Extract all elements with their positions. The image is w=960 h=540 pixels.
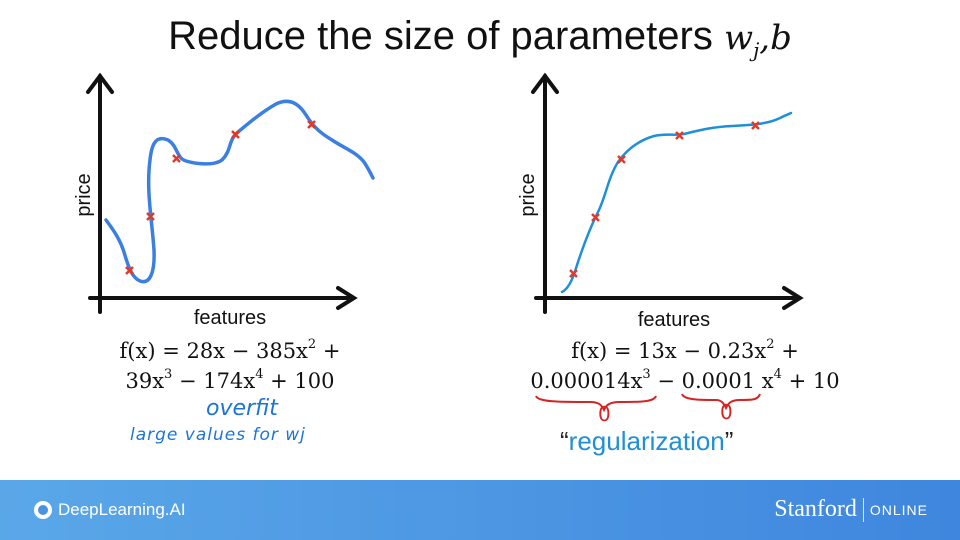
- data-point-marker: [617, 155, 626, 164]
- data-point-marker: [675, 131, 684, 140]
- overfit-note: overfit: [206, 396, 278, 421]
- right-formula-line1: f(x) = 13x − 0.23x2 +: [571, 337, 799, 363]
- left-overfit-curve: [104, 99, 375, 284]
- title-vars: wj,b: [723, 18, 792, 62]
- data-point-marker: [125, 266, 134, 275]
- left-xlabel: features: [194, 307, 266, 329]
- online-text: ONLINE: [869, 501, 928, 518]
- plots-canvas: price features price features: [73, 72, 804, 413]
- right-regularized-curve: [560, 111, 793, 294]
- right-formula-line2: 0.000014x3 − 0.0001 x4 + 10: [530, 367, 840, 393]
- brand-divider: [862, 497, 864, 522]
- data-point-marker: [307, 120, 316, 129]
- stanford-text: Stanford: [774, 496, 857, 522]
- regularization-label: “regularization”: [560, 426, 734, 456]
- deeplearning-text: DeepLearning.AI: [58, 500, 186, 519]
- right-data-points: [569, 121, 760, 278]
- left-formula: f(x) = 28x − 385x2 + 39x3 − 174x4 + 100: [80, 336, 380, 396]
- title-text: Reduce the size of parameters: [168, 14, 713, 58]
- slide-title: Reduce the size of parameters wj,b: [0, 14, 960, 62]
- right-axes: [531, 72, 804, 314]
- brace-cubic: [535, 395, 657, 413]
- data-point-marker: [231, 130, 240, 139]
- stanford-brand: Stanford ONLINE: [774, 496, 928, 523]
- deeplearning-brand: DeepLearning.AI: [34, 500, 186, 520]
- right-formula: f(x) = 13x − 0.23x2 + 0.000014x3 − 0.000…: [520, 336, 850, 396]
- data-point-marker: [172, 154, 181, 163]
- brace-quartic: [681, 393, 761, 411]
- left-data-points: [125, 120, 316, 275]
- left-formula-line2: 39x3 − 174x4 + 100: [125, 367, 335, 393]
- footer-bar: DeepLearning.AI Stanford ONLINE: [0, 480, 960, 540]
- data-point-marker: [591, 213, 600, 222]
- data-point-marker: [569, 269, 578, 278]
- data-point-marker: [146, 212, 155, 221]
- left-formula-line1: f(x) = 28x − 385x2 +: [119, 337, 341, 363]
- zero-annotation-1: 0: [598, 402, 611, 426]
- large-values-note: large values for wj: [130, 425, 306, 445]
- right-ylabel: price: [517, 173, 539, 216]
- left-axes: [86, 72, 358, 314]
- deeplearning-logo-icon: [34, 501, 52, 519]
- left-ylabel: price: [73, 173, 95, 216]
- zero-annotation-2: 0: [720, 400, 733, 424]
- right-xlabel: features: [638, 309, 710, 331]
- data-point-marker: [751, 121, 760, 130]
